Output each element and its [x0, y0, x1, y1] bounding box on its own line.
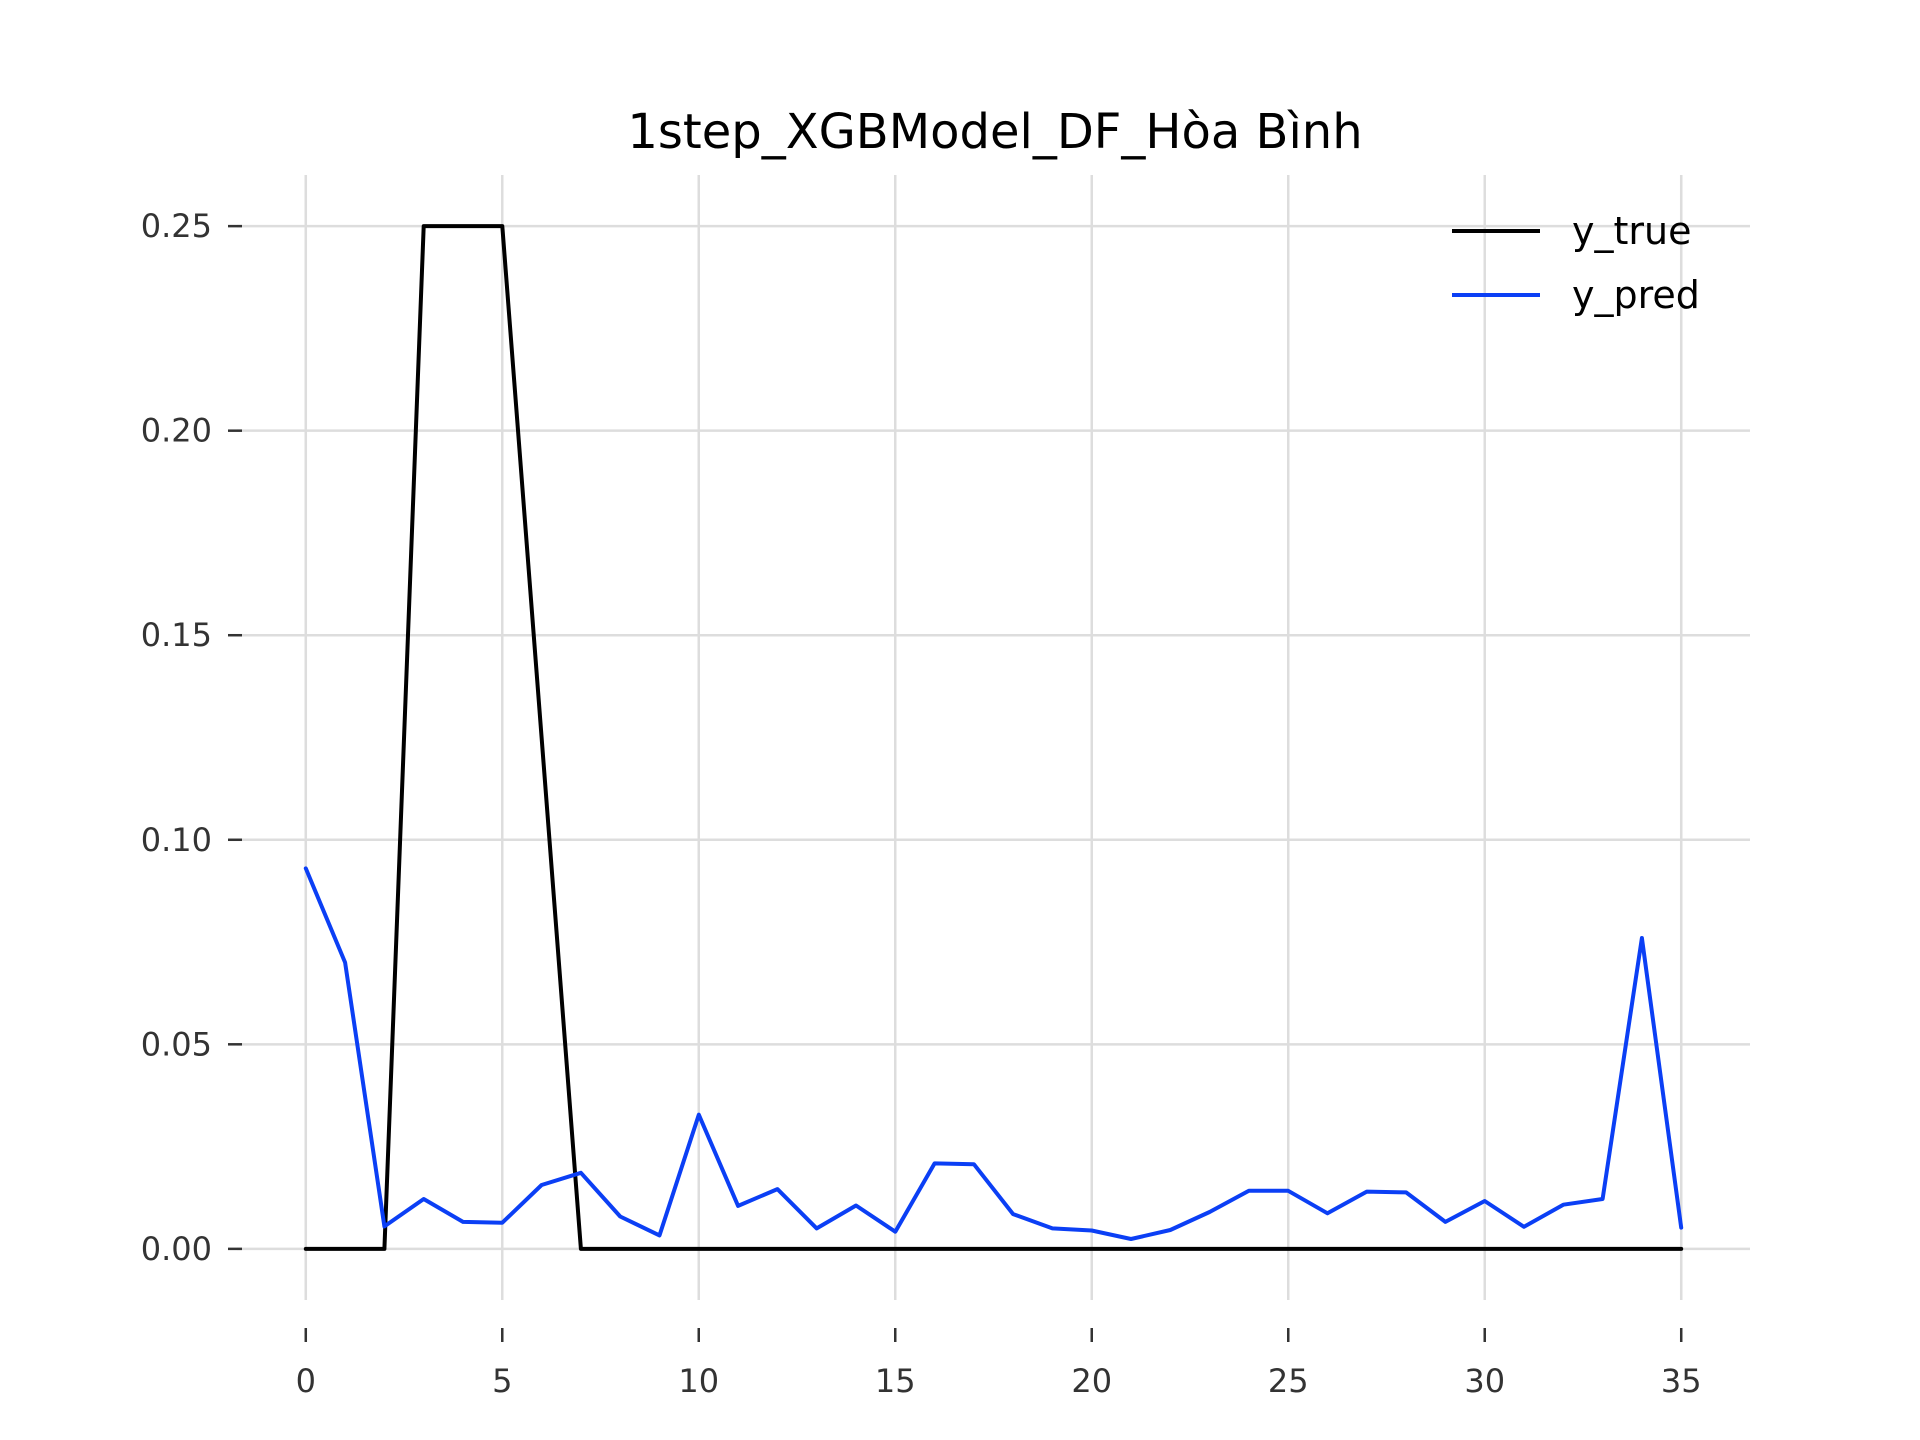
series-lines	[303, 224, 1684, 1251]
series-line-y-true	[303, 224, 1684, 1251]
axis-ticks: 0 5 10 15 20 25 30 35 0.00 0.05 0.10 0.15 0.20 0.25	[141, 207, 1702, 1400]
y-tick-label: 0.20	[141, 412, 212, 450]
y-tick-label: 0.25	[141, 207, 212, 245]
x-tick-label: 0	[296, 1362, 316, 1400]
legend-label-y-pred: y_pred	[1572, 273, 1700, 317]
legend: y_true y_pred	[1452, 209, 1700, 317]
y-tick-label: 0.00	[141, 1230, 212, 1268]
x-tick-label: 10	[678, 1362, 719, 1400]
x-tick-label: 15	[875, 1362, 916, 1400]
y-tick-label: 0.15	[141, 616, 212, 654]
grid	[237, 175, 1750, 1300]
x-tick-label: 20	[1071, 1362, 1112, 1400]
x-tick-label: 30	[1464, 1362, 1505, 1400]
x-tick-label: 35	[1661, 1362, 1702, 1400]
y-tick-label: 0.05	[141, 1025, 212, 1063]
y-tick-label: 0.10	[141, 821, 212, 859]
x-tick-label: 5	[492, 1362, 512, 1400]
legend-label-y-true: y_true	[1572, 209, 1691, 253]
series-line-y-pred	[303, 866, 1684, 1241]
chart-title: 1step_XGBModel_DF_Hòa Bình	[627, 104, 1362, 160]
x-tick-label: 25	[1268, 1362, 1309, 1400]
